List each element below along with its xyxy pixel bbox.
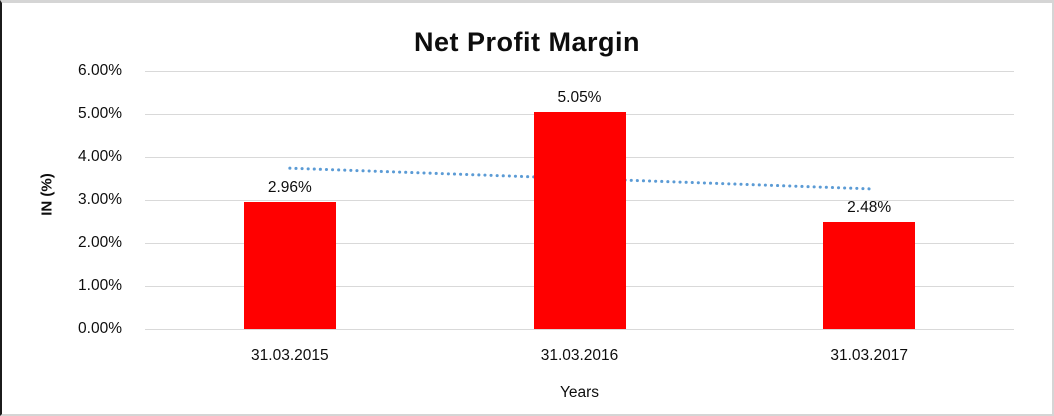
y-tick-label: 0.00% xyxy=(78,320,122,337)
bar-31.03.2016 xyxy=(533,111,626,329)
y-tick-label: 3.00% xyxy=(78,191,122,208)
x-axis-tick-labels: 31.03.2015 31.03.2016 31.03.2017 xyxy=(145,347,1014,369)
x-tick-label: 31.03.2015 xyxy=(251,347,329,364)
y-tick-label: 1.00% xyxy=(78,277,122,294)
y-axis-tick-labels: 0.00% 1.00% 2.00% 3.00% 4.00% 5.00% 6.00% xyxy=(2,62,122,337)
chart-title: Net Profit Margin xyxy=(413,27,640,57)
y-tick-label: 4.00% xyxy=(78,148,122,165)
bar-31.03.2015 xyxy=(243,201,336,329)
trendline xyxy=(288,166,871,191)
x-tick-label: 31.03.2016 xyxy=(540,347,619,364)
plot-area: 2.96% 5.05% 2.48% xyxy=(145,70,1014,330)
x-tick-label: 31.03.2017 xyxy=(830,347,908,364)
gridline xyxy=(145,70,1014,72)
data-label: 5.05% xyxy=(557,88,602,106)
data-label: 2.96% xyxy=(267,178,312,196)
y-axis-title: IN (%) xyxy=(38,173,56,216)
data-label: 2.48% xyxy=(847,199,892,217)
y-tick-label: 5.00% xyxy=(78,105,122,122)
y-tick-label: 2.00% xyxy=(78,234,122,251)
bar-31.03.2017 xyxy=(823,222,916,329)
y-tick-label: 6.00% xyxy=(78,62,122,79)
x-axis-title: Years xyxy=(559,384,600,401)
gridline xyxy=(145,328,1014,330)
